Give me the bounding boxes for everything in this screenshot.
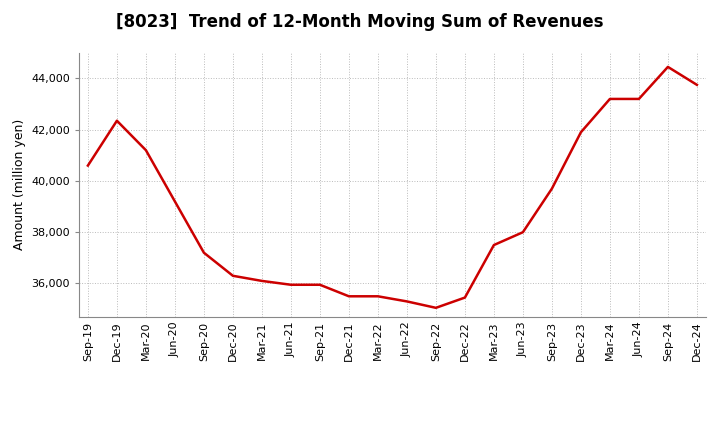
Text: [8023]  Trend of 12-Month Moving Sum of Revenues: [8023] Trend of 12-Month Moving Sum of R… (116, 13, 604, 31)
Y-axis label: Amount (million yen): Amount (million yen) (13, 119, 26, 250)
